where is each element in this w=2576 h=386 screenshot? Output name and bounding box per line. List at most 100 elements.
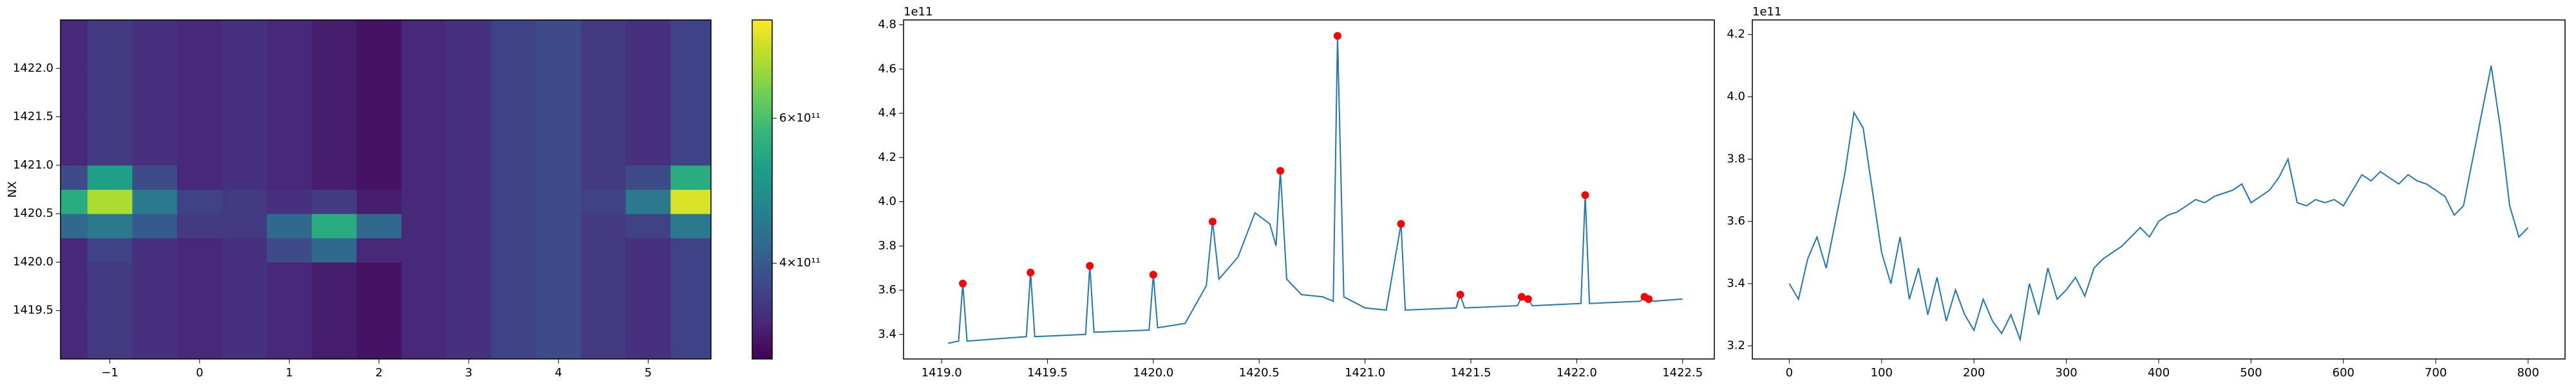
heat-cell	[267, 310, 312, 359]
heat-cell	[401, 165, 447, 190]
colorbar-tick-label: 4×10¹¹	[779, 256, 820, 270]
heat-cell	[61, 68, 88, 118]
x-tick-label: 2	[375, 366, 383, 380]
x-tick-label: 500	[2240, 366, 2262, 380]
peak-marker	[1208, 217, 1217, 226]
heat-cell	[222, 68, 267, 118]
heat-cell	[401, 310, 447, 359]
heat-cell	[267, 116, 312, 166]
heat-cell	[491, 116, 536, 166]
axes-frame	[60, 19, 712, 360]
heat-cell	[356, 237, 402, 262]
heat-cell	[491, 310, 536, 359]
heat-cell	[132, 116, 178, 166]
x-tick-label: 1419.5	[1027, 366, 1068, 380]
heat-cell	[625, 310, 671, 359]
heat-cell	[446, 68, 492, 118]
heat-cell	[581, 262, 627, 311]
heat-cell	[177, 237, 223, 262]
heat-cell	[446, 237, 492, 262]
colorbar	[752, 20, 772, 359]
heat-cell	[670, 20, 711, 69]
heat-cell	[491, 237, 536, 262]
heat-cell	[222, 262, 267, 311]
peak-marker	[1524, 295, 1532, 303]
heat-cell	[581, 189, 627, 214]
heat-cell	[87, 116, 133, 166]
heat-cell	[87, 165, 133, 190]
x-tick-label: 1421.0	[1345, 366, 1385, 380]
peak-marker	[959, 279, 967, 288]
heat-cell	[356, 20, 402, 69]
heat-cell	[132, 20, 178, 69]
x-tick-label: 3	[465, 366, 472, 380]
peak-marker	[1581, 191, 1589, 199]
heat-cell	[536, 262, 582, 311]
y-offset-label: 1e11	[904, 5, 933, 19]
heat-cell	[401, 189, 447, 214]
heat-cell	[222, 116, 267, 166]
heat-cell	[670, 116, 711, 166]
x-tick-label: 100	[1871, 366, 1893, 380]
y-tick-label: 3.6	[878, 283, 896, 297]
colorbar-tick-label: 6×10¹¹	[779, 111, 820, 125]
axes-frame	[903, 19, 1715, 360]
heat-cell	[491, 214, 536, 239]
heat-cell	[312, 165, 357, 190]
heat-cell	[446, 116, 492, 166]
line	[947, 35, 1683, 344]
y-tick-label: 3.8	[878, 239, 896, 252]
heat-cell	[670, 262, 711, 311]
peak-marker	[1456, 290, 1464, 299]
x-tick-label: 1	[286, 366, 293, 380]
x-tick-label: 1422.0	[1557, 366, 1597, 380]
heat-cell	[446, 165, 492, 190]
heat-cell	[132, 165, 178, 190]
heat-cell	[61, 20, 88, 69]
heat-cell	[87, 262, 133, 311]
heat-cell	[312, 68, 357, 118]
heat-cell	[581, 165, 627, 190]
heat-cell	[356, 310, 402, 359]
heat-cell	[536, 116, 582, 166]
y-tick-label: 4.0	[878, 195, 896, 208]
heat-cell	[491, 189, 536, 214]
heat-cell	[446, 262, 492, 311]
heat-cell	[670, 310, 711, 359]
heat-cell	[356, 262, 402, 311]
heat-cell	[177, 262, 223, 311]
peak-marker	[1333, 32, 1341, 40]
heat-cell	[670, 68, 711, 118]
y-tick-label: 4.2	[1727, 28, 1745, 41]
heat-cell	[446, 20, 492, 69]
x-tick-label: 700	[2425, 366, 2447, 380]
heat-cell	[536, 310, 582, 359]
heat-cell	[536, 189, 582, 214]
peak-marker	[1276, 167, 1285, 175]
heat-cell	[625, 165, 671, 190]
heat-cell	[222, 310, 267, 359]
x-tick-label: 1420.0	[1133, 366, 1173, 380]
heat-cell	[132, 68, 178, 118]
heat-cell	[356, 116, 402, 166]
heat-cell	[61, 214, 88, 239]
peak-marker	[1517, 293, 1526, 301]
y-tick-label: 1422.0	[13, 61, 53, 75]
heat-cell	[670, 237, 711, 262]
heat-cell	[222, 20, 267, 69]
heat-cell	[132, 214, 178, 239]
heat-cell	[222, 165, 267, 190]
heat-cell	[356, 68, 402, 118]
heat-cell	[267, 214, 312, 239]
heat-cell	[312, 214, 357, 239]
heat-cell	[177, 189, 223, 214]
heat-cell	[222, 189, 267, 214]
heat-cell	[491, 68, 536, 118]
heat-cell	[177, 165, 223, 190]
colorbar-frame	[752, 19, 773, 360]
heat-cell	[177, 20, 223, 69]
heat-cell	[581, 237, 627, 262]
heat-cell	[222, 237, 267, 262]
heat-cell	[177, 116, 223, 166]
